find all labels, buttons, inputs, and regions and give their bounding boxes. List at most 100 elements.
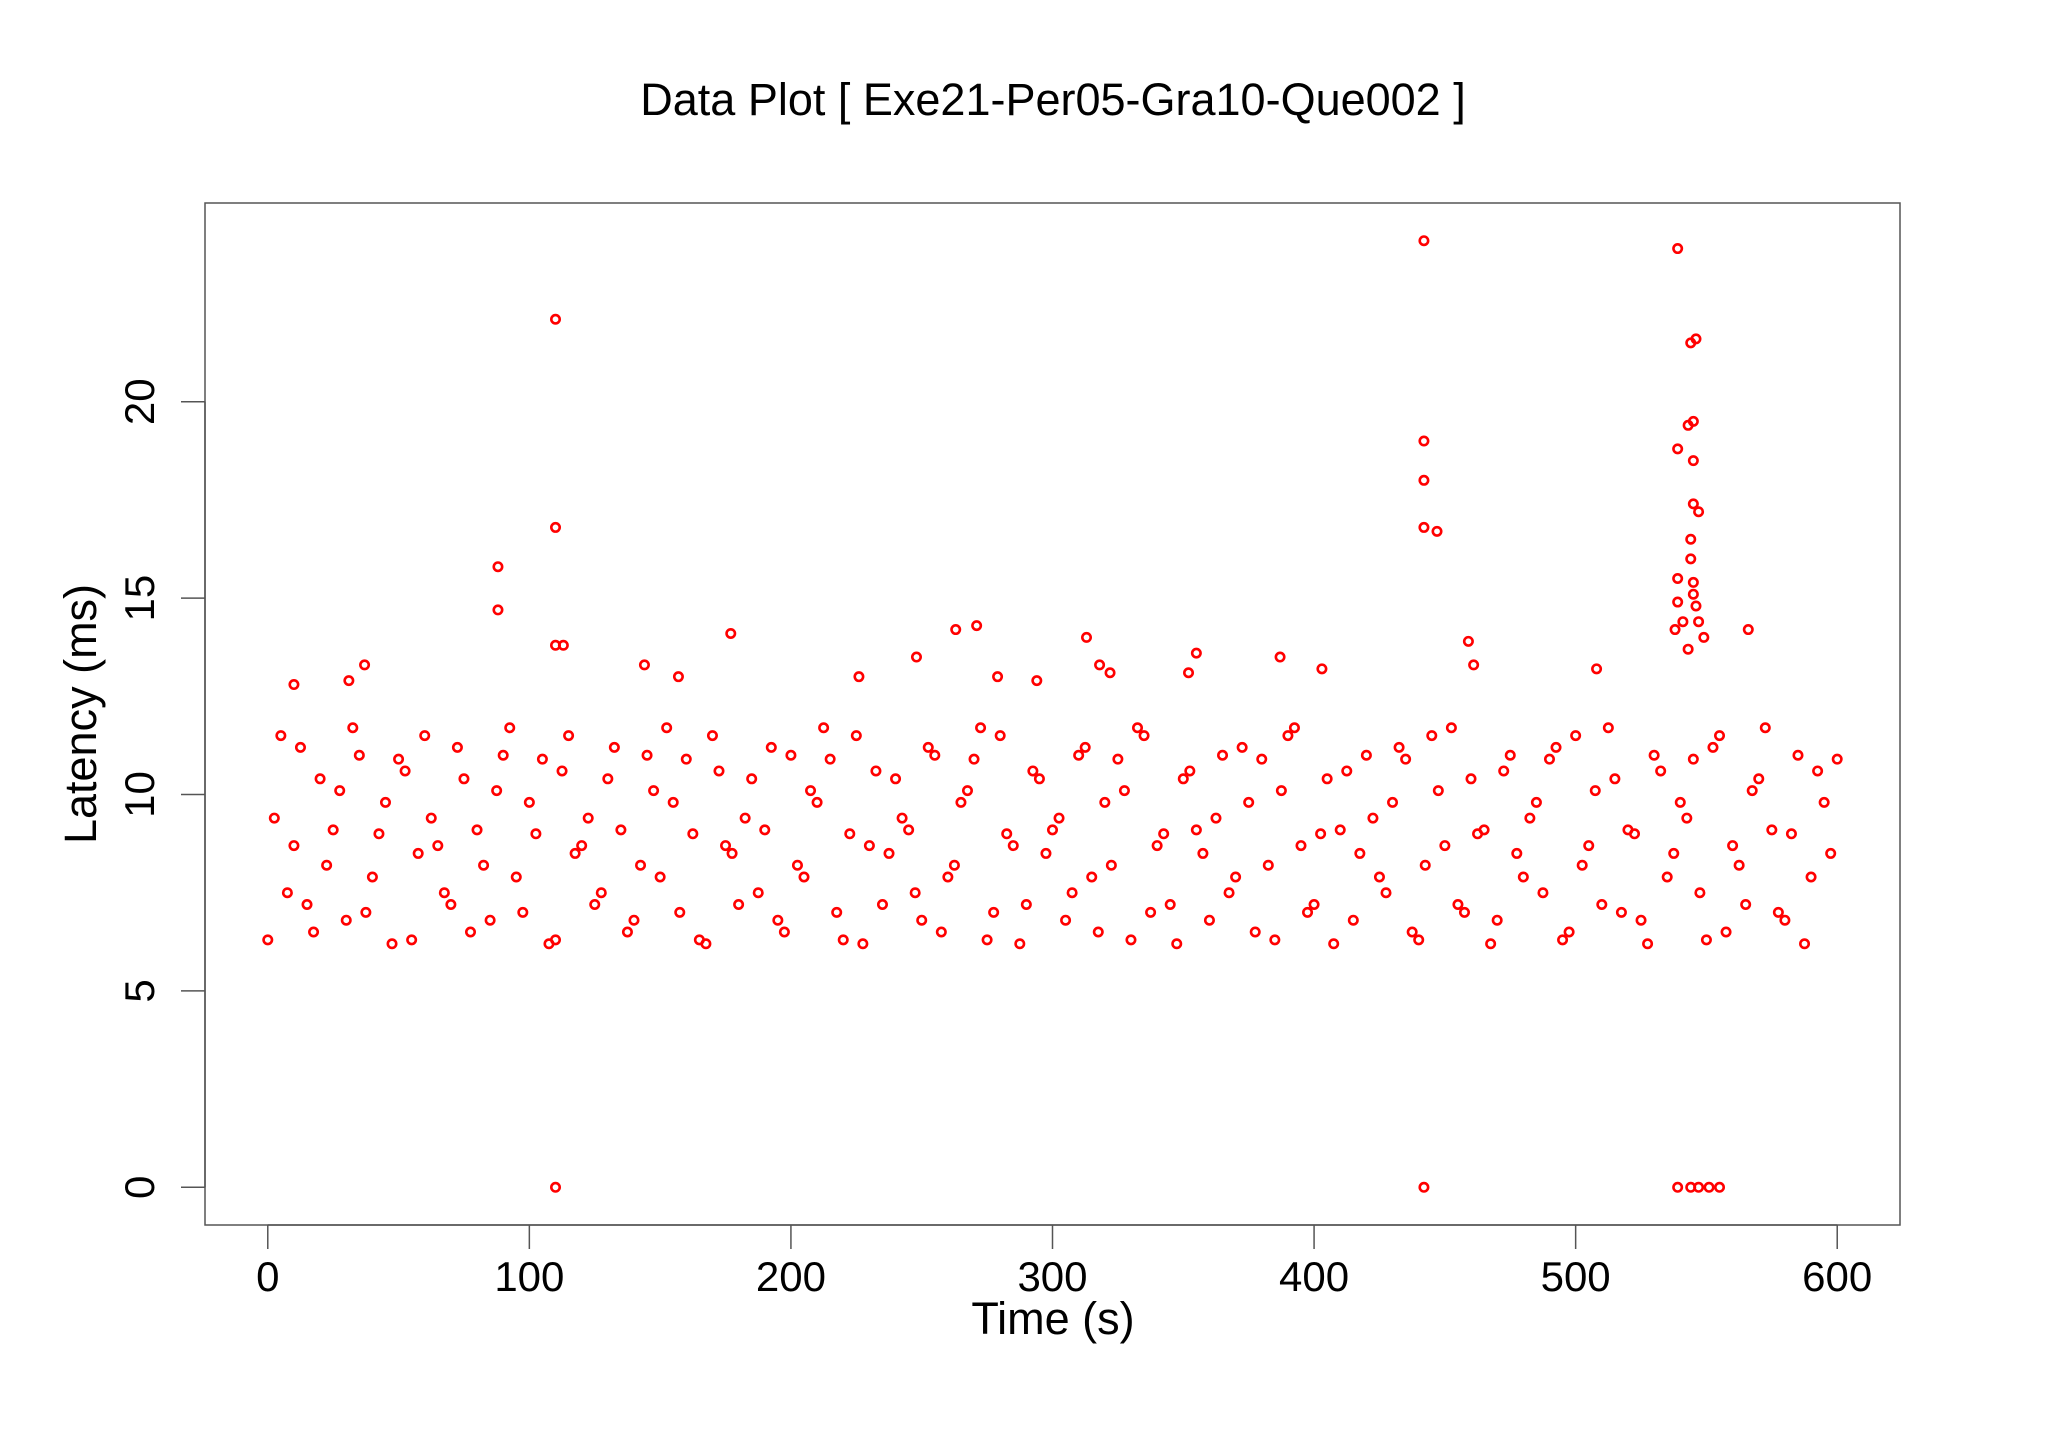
point: [1105, 859, 1117, 871]
x-tick-label: 500: [1541, 1253, 1611, 1300]
point: [1426, 730, 1438, 742]
point: [628, 914, 640, 926]
point: [1060, 914, 1072, 926]
point: [464, 926, 476, 938]
point: [1099, 796, 1111, 808]
point: [883, 847, 895, 859]
x-tick-label: 600: [1802, 1253, 1872, 1300]
point: [1462, 635, 1474, 647]
point: [471, 824, 483, 836]
point: [288, 679, 300, 691]
point: [510, 871, 522, 883]
point: [1158, 828, 1170, 840]
point: [1445, 722, 1457, 734]
point: [406, 934, 418, 946]
point: [896, 812, 908, 824]
point: [672, 671, 684, 683]
point: [772, 914, 784, 926]
point: [746, 773, 758, 785]
point: [778, 926, 790, 938]
point: [654, 871, 666, 883]
point: [1742, 624, 1754, 636]
point: [484, 914, 496, 926]
point: [275, 730, 287, 742]
point: [706, 730, 718, 742]
point: [1727, 840, 1739, 852]
point: [1642, 938, 1654, 950]
point: [1040, 847, 1052, 859]
point: [1274, 651, 1286, 663]
point: [589, 898, 601, 910]
x-tick-label: 0: [256, 1253, 279, 1300]
point: [1118, 785, 1130, 797]
point: [955, 796, 967, 808]
point: [1066, 887, 1078, 899]
point: [1086, 871, 1098, 883]
point: [1818, 796, 1830, 808]
point: [379, 796, 391, 808]
point: [1831, 753, 1843, 765]
point: [739, 812, 751, 824]
point: [1138, 730, 1150, 742]
point: [308, 926, 320, 938]
point: [1703, 1181, 1715, 1193]
point: [393, 753, 405, 765]
point: [1672, 1181, 1684, 1193]
point: [563, 730, 575, 742]
point: [910, 651, 922, 663]
point: [1707, 741, 1719, 753]
point: [550, 313, 562, 325]
point: [1047, 824, 1059, 836]
point: [1302, 906, 1314, 918]
point: [1380, 887, 1392, 899]
point: [1690, 600, 1702, 612]
point: [1693, 616, 1705, 628]
point: [327, 824, 339, 836]
point: [1468, 659, 1480, 671]
point: [550, 521, 562, 533]
point: [281, 887, 293, 899]
point: [1164, 898, 1176, 910]
point: [425, 812, 437, 824]
point: [785, 749, 797, 761]
point: [1262, 859, 1274, 871]
point: [492, 561, 504, 573]
point: [1354, 847, 1366, 859]
point: [1432, 785, 1444, 797]
point: [359, 659, 371, 671]
point: [1799, 938, 1811, 950]
chart-title: Data Plot [ Exe21-Per05-Gra10-Que002 ]: [640, 74, 1465, 125]
point: [1203, 914, 1215, 926]
point: [1825, 847, 1837, 859]
point: [314, 773, 326, 785]
point: [1073, 749, 1085, 761]
point: [1491, 914, 1503, 926]
point: [726, 847, 738, 859]
point: [1458, 906, 1470, 918]
point: [1439, 840, 1451, 852]
point: [1687, 588, 1699, 600]
point: [1570, 730, 1582, 742]
point: [1693, 506, 1705, 518]
point: [1321, 773, 1333, 785]
point: [922, 741, 934, 753]
point: [981, 934, 993, 946]
point: [1033, 773, 1045, 785]
point: [557, 639, 569, 651]
point: [1550, 741, 1562, 753]
x-tick-label: 400: [1279, 1253, 1349, 1300]
point: [1674, 796, 1686, 808]
point: [1779, 914, 1791, 926]
point: [1243, 796, 1255, 808]
point: [1308, 898, 1320, 910]
point: [1413, 934, 1425, 946]
point: [543, 938, 555, 950]
point: [1511, 847, 1523, 859]
point: [1431, 525, 1443, 537]
point: [1677, 616, 1689, 628]
point: [857, 938, 869, 950]
point: [569, 847, 581, 859]
y-axis-label: Latency (ms): [55, 584, 106, 844]
point: [1419, 859, 1431, 871]
point: [1655, 765, 1667, 777]
